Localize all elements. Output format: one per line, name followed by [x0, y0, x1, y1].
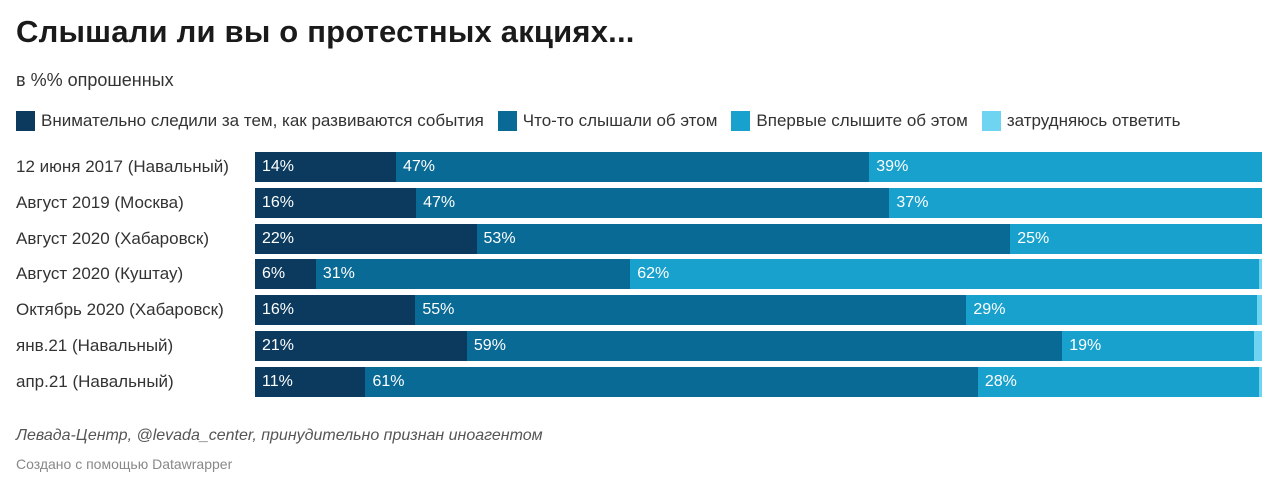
data-label: 55%	[422, 301, 455, 319]
bar-segment	[315, 259, 631, 290]
bar-segment	[466, 331, 1063, 361]
bar-segment	[415, 295, 967, 326]
bar-segment	[476, 223, 1011, 254]
bar-segment	[255, 331, 467, 361]
legend-swatch	[497, 111, 517, 131]
bar-segment	[1010, 223, 1262, 254]
data-label: 31%	[322, 265, 355, 283]
data-label: 11%	[262, 372, 293, 390]
data-label: 21%	[262, 337, 295, 354]
legend-item-watched-closely: Внимательно следили за тем, как развиваю…	[16, 111, 484, 131]
bar-segment	[1258, 259, 1262, 290]
chart-subtitle: в %% опрошенных	[16, 70, 174, 90]
legend-swatch	[731, 111, 751, 131]
data-label: 16%	[262, 193, 295, 211]
legend-swatch	[16, 111, 35, 131]
bar-segment	[1062, 331, 1254, 361]
row-label: Октябрь 2020 (Хабаровск)	[16, 300, 224, 320]
bar-segment	[869, 152, 1262, 182]
bar-segment	[255, 152, 396, 182]
data-label: 25%	[1017, 229, 1050, 247]
data-label: 28%	[984, 372, 1017, 390]
bar-segment	[365, 366, 978, 397]
bar-segment	[255, 366, 366, 397]
row-label: Август 2020 (Хабаровск)	[16, 228, 210, 248]
bar-segment	[255, 187, 417, 218]
row-label: апр.21 (Навальный)	[16, 371, 174, 391]
data-label: 39%	[876, 158, 909, 175]
bar-segment	[1256, 295, 1262, 326]
legend-item-heard-something: Что-то слышали об этом	[497, 111, 718, 131]
data-label: 62%	[637, 265, 670, 283]
data-label: 47%	[402, 158, 435, 175]
bar-segment	[395, 152, 870, 182]
bar-segment	[1258, 366, 1262, 397]
data-label: 22%	[262, 229, 295, 247]
chart-title: Слышали ли вы о протестных акциях...	[16, 14, 635, 49]
legend-label: затрудняюсь ответить	[1006, 111, 1181, 130]
bar-segment	[889, 187, 1262, 218]
data-label: 47%	[423, 193, 456, 211]
legend-swatch	[981, 111, 1001, 131]
bar-segment	[255, 295, 416, 326]
row-label: Август 2020 (Куштау)	[16, 264, 184, 284]
row-label: Август 2019 (Москва)	[16, 192, 184, 212]
bar-segment	[255, 223, 477, 254]
bar-segment	[630, 259, 1259, 290]
row-label: 12 июня 2017 (Навальный)	[16, 157, 229, 176]
data-label: 16%	[262, 301, 295, 319]
data-label: 6%	[262, 265, 286, 283]
data-label: 29%	[973, 301, 1006, 319]
data-label: 19%	[1069, 337, 1102, 354]
bar-segment	[416, 187, 890, 218]
data-label: 53%	[483, 229, 516, 247]
credit-note: Создано с помощью Datawrapper	[16, 456, 233, 472]
bar-segment	[977, 366, 1259, 397]
bar-segment	[966, 295, 1257, 326]
row-label: янв.21 (Навальный)	[16, 336, 174, 355]
legend: Внимательно следили за тем, как развиваю…	[16, 111, 1195, 131]
legend-label: Внимательно следили за тем, как развиваю…	[41, 111, 484, 130]
bar-segment	[255, 259, 316, 290]
legend-label: Впервые слышите об этом	[756, 111, 968, 130]
data-label: 14%	[262, 158, 295, 175]
legend-label: Что-то слышали об этом	[522, 111, 718, 130]
data-label: 59%	[473, 337, 506, 354]
data-label: 61%	[372, 372, 405, 390]
legend-item-hard-to-say: затрудняюсь ответить	[981, 111, 1181, 131]
legend-item-first-time: Впервые слышите об этом	[731, 111, 968, 131]
source-note: Левада-Центр, @levada_center, принудител…	[16, 427, 543, 444]
bar-segment	[1253, 331, 1262, 361]
data-label: 37%	[896, 193, 929, 211]
